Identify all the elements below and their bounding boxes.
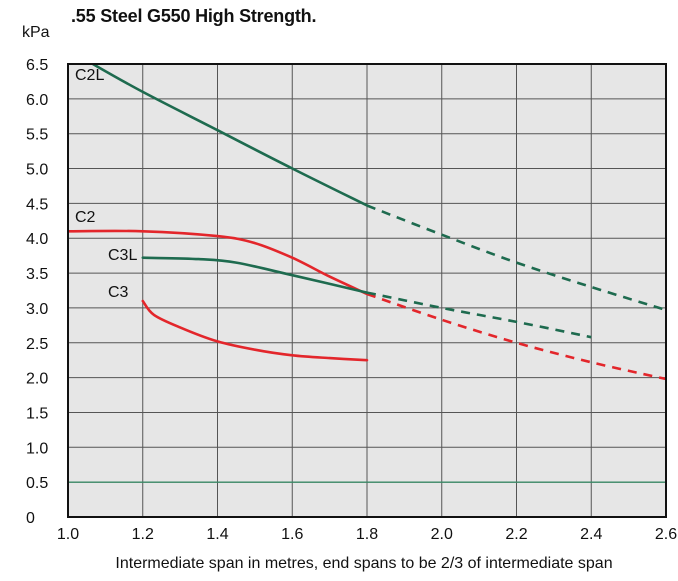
y-tick-label: 6.5: [26, 57, 48, 74]
x-axis-label: Intermediate span in metres, end spans t…: [115, 555, 613, 572]
y-tick-label: 0: [26, 510, 35, 527]
series-label-c2: C2: [75, 209, 96, 226]
y-tick-label: 1.0: [26, 440, 48, 457]
series-dashed-line-c3l: [366, 291, 592, 339]
x-tick-label: 1.2: [132, 526, 154, 543]
y-tick-label: 3.5: [26, 266, 48, 283]
series-label-c3: C3: [108, 284, 129, 301]
series-line-c2l: [90, 64, 369, 207]
y-axis-unit-label: kPa: [22, 24, 50, 41]
x-tick-label: 1.4: [206, 526, 228, 543]
y-tick-label: 2.0: [26, 371, 48, 388]
y-tick-label: 6.0: [26, 92, 48, 109]
series-label-c2l: C2L: [75, 67, 104, 84]
chart-title: .55 Steel G550 High Strength.: [71, 6, 317, 26]
y-tick-label: 4.0: [26, 231, 48, 248]
x-tick-label: 1.0: [57, 526, 79, 543]
x-tick-label: 2.2: [505, 526, 527, 543]
series-dashed-line-c2: [366, 292, 666, 381]
y-tick-label: 4.5: [26, 196, 48, 213]
y-tick-label: 3.0: [26, 301, 48, 318]
x-tick-labels: 1.0 1.2 1.4 1.6 1.8 2.0 2.2 2.4 2.6: [57, 526, 677, 543]
y-tick-label: 1.5: [26, 405, 48, 422]
y-tick-label: 5.0: [26, 162, 48, 179]
series-label-c3l: C3L: [108, 247, 137, 264]
series-line-c3l: [141, 256, 369, 294]
y-tick-label: 2.5: [26, 336, 48, 353]
series-dashed-line-c2l: [366, 204, 666, 312]
y-tick-labels: 0 0.5 1.0 1.5 2.0 2.5 3.0 3.5 4.0 4.5 5.0 5.5 6.0 6.5: [26, 57, 48, 527]
series-line-c3: [141, 299, 369, 362]
x-tick-label: 2.4: [580, 526, 602, 543]
x-tick-label: 2.6: [655, 526, 677, 543]
y-tick-label: 0.5: [26, 475, 48, 492]
series-labels: C2L C2 C3L C3: [75, 67, 137, 301]
y-tick-label: 5.5: [26, 127, 48, 144]
x-tick-label: 1.8: [356, 526, 378, 543]
x-tick-label: 2.0: [431, 526, 453, 543]
x-tick-label: 1.6: [281, 526, 303, 543]
series-group: [68, 64, 666, 381]
plot-frame: [67, 63, 667, 518]
series-line-c2: [68, 229, 369, 296]
plot-border: [67, 63, 667, 518]
